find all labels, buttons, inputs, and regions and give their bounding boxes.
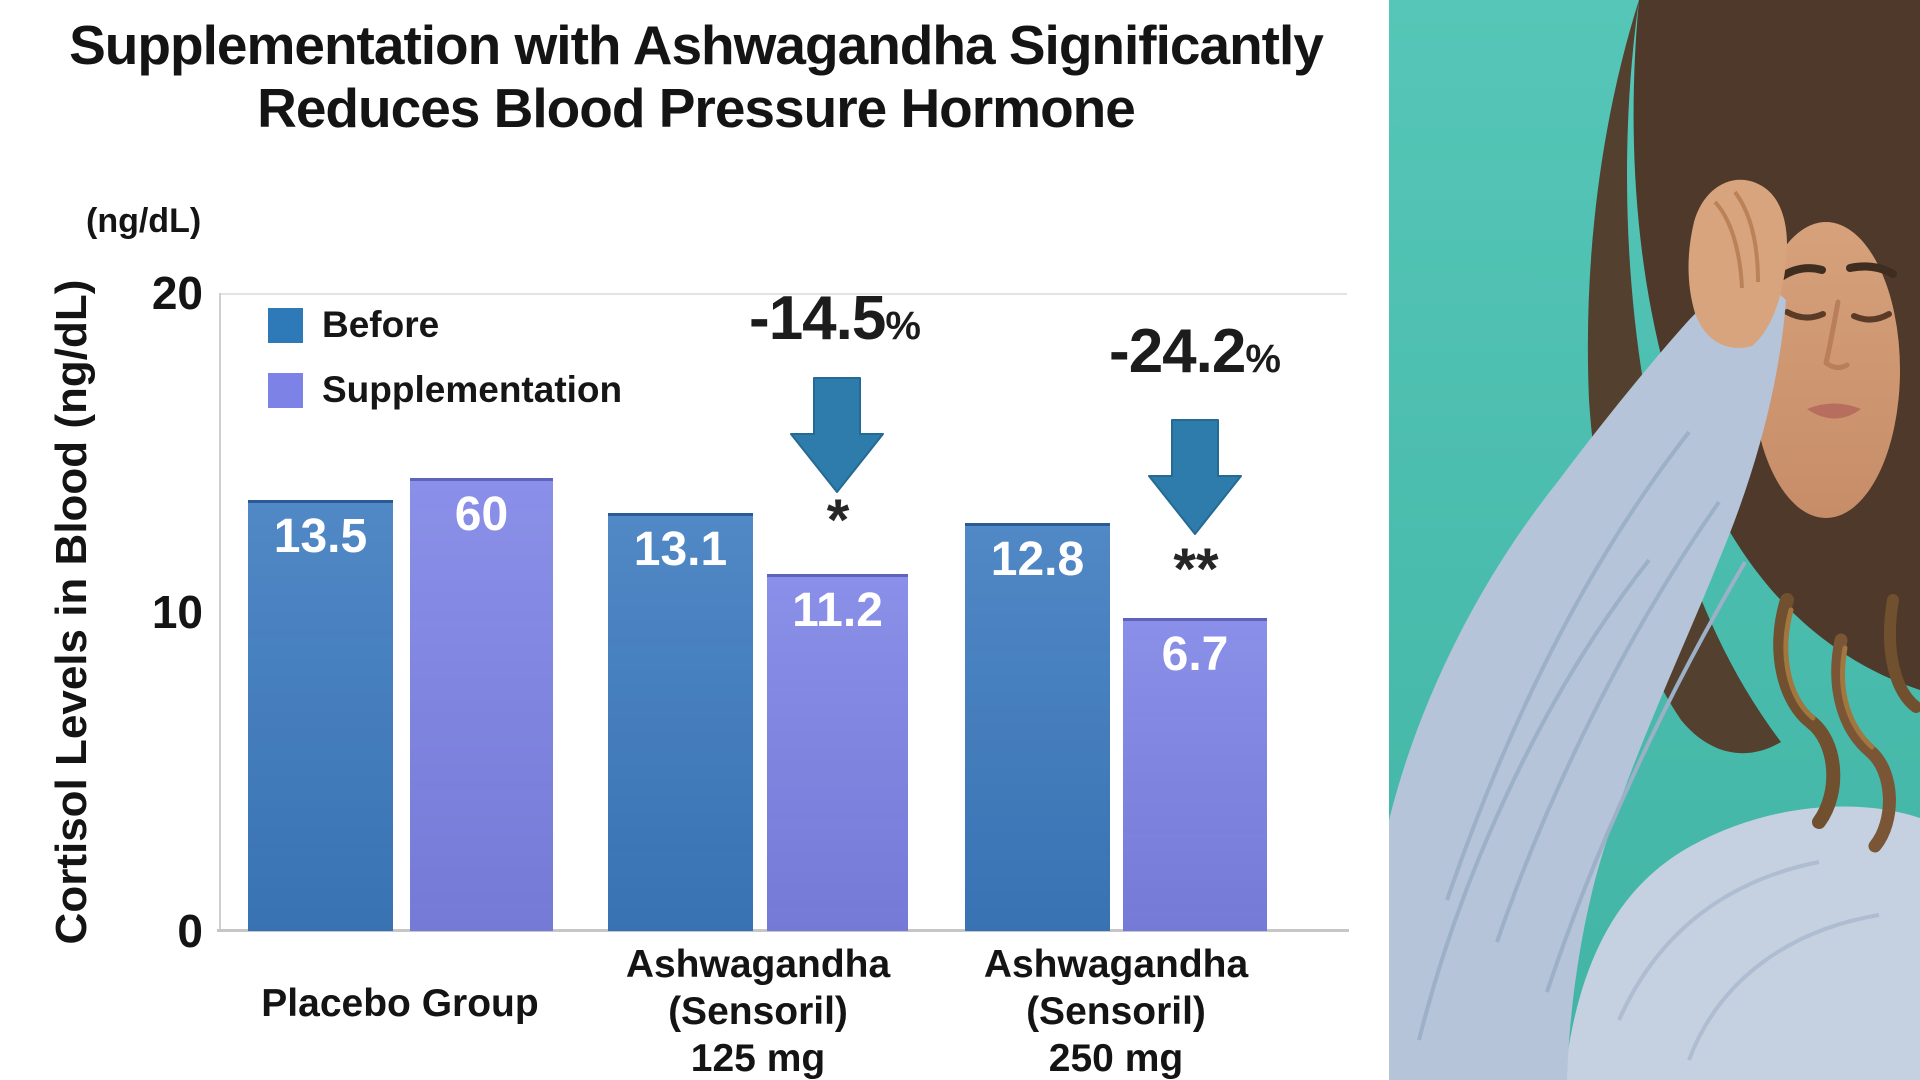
down-arrow-icon xyxy=(1148,419,1242,535)
legend-item-before: Before xyxy=(268,306,439,344)
photo-sweater-texture xyxy=(1617,860,1880,1061)
significance-star-250mg: ** xyxy=(1173,537,1219,602)
down-arrow-icon xyxy=(790,377,884,493)
x-label-line: Placebo Group xyxy=(261,982,539,1025)
significance-star-125mg: * xyxy=(826,488,850,553)
chart-title: Supplementation with Ashwagandha Signifi… xyxy=(0,14,1392,140)
plot-top-border xyxy=(219,293,1347,295)
photo-sweater-body xyxy=(1564,806,1920,1080)
annotation-percent-250mg: -24.2% xyxy=(1015,316,1375,387)
y-tick-20: 20 xyxy=(151,267,203,319)
photo-finger-lines xyxy=(1713,190,1760,289)
x-label-placebo-group: Placebo Group xyxy=(220,980,580,1027)
bar-value-label: 11.2 xyxy=(792,584,883,637)
photo-nose xyxy=(1823,299,1850,371)
x-label-line: 250 mg xyxy=(1048,1037,1184,1080)
photo-eye-left xyxy=(1784,309,1826,321)
y-tick-10: 10 xyxy=(151,586,203,638)
photo-eyebrow-right xyxy=(1846,262,1897,278)
photo-eye-right xyxy=(1851,311,1892,323)
photo-hair-fringe xyxy=(1741,133,1920,278)
chart-title-line1: Supplementation with Ashwagandha Signifi… xyxy=(69,14,1324,76)
bar-ashwagandha-250-supplementation: 6.7 xyxy=(1123,618,1267,931)
x-label-line: (Sensoril) xyxy=(1026,990,1206,1033)
bar-ashwagandha-125-before: 13.1 xyxy=(608,513,753,931)
photo-sweater-sleeve xyxy=(1389,280,1786,1080)
legend-swatch-supplementation xyxy=(268,372,303,408)
photo-hair-curls xyxy=(1773,593,1920,853)
y-axis-unit-label: (ng/dL) xyxy=(86,202,202,240)
photo-face xyxy=(1752,222,1900,518)
bar-ashwagandha-125-supplementation: 11.2 xyxy=(767,574,908,931)
bar-placebo-before: 13.5 xyxy=(248,500,393,931)
percent-sign: % xyxy=(885,304,921,348)
photo-sleeve-knit-texture xyxy=(1417,430,1747,1041)
legend-label-before: Before xyxy=(322,304,440,345)
bar-value-label: 13.5 xyxy=(273,510,368,563)
percent-sign: % xyxy=(1245,337,1281,381)
photo-lips xyxy=(1807,403,1861,419)
chart-title-line2: Reduces Blood Pressure Hormone xyxy=(257,77,1136,139)
x-label-line: (Sensoril) xyxy=(668,990,848,1033)
bar-value-label: 12.8 xyxy=(990,533,1085,586)
y-tick-0: 0 xyxy=(177,905,203,957)
annotation-percent-value: -24.2 xyxy=(1109,317,1246,386)
bar-ashwagandha-250-before: 12.8 xyxy=(965,523,1110,931)
x-label-line: Ashwagandha xyxy=(983,943,1249,986)
x-label-line: 125 mg xyxy=(690,1037,826,1080)
y-axis-line xyxy=(219,293,221,931)
bar-value-label: 6.7 xyxy=(1161,628,1229,681)
bar-value-label: 13.1 xyxy=(633,523,728,576)
annotation-percent-125mg: -14.5% xyxy=(655,283,1015,354)
annotation-percent-value: -14.5 xyxy=(749,284,886,353)
legend-label-supplementation: Supplementation xyxy=(322,369,623,410)
legend-swatch-before xyxy=(268,307,303,343)
x-label-line: Ashwagandha xyxy=(625,943,891,986)
x-label-ashwagandha-250mg: Ashwagandha (Sensoril) 250 mg xyxy=(936,941,1296,1080)
bar-value-label: 60 xyxy=(454,488,509,541)
x-label-ashwagandha-125mg: Ashwagandha (Sensoril) 125 mg xyxy=(578,941,938,1080)
legend-item-supplementation: Supplementation xyxy=(268,371,622,409)
photo-stressed-woman xyxy=(1389,0,1920,1080)
bar-placebo-supplementation: 60 xyxy=(410,478,553,931)
